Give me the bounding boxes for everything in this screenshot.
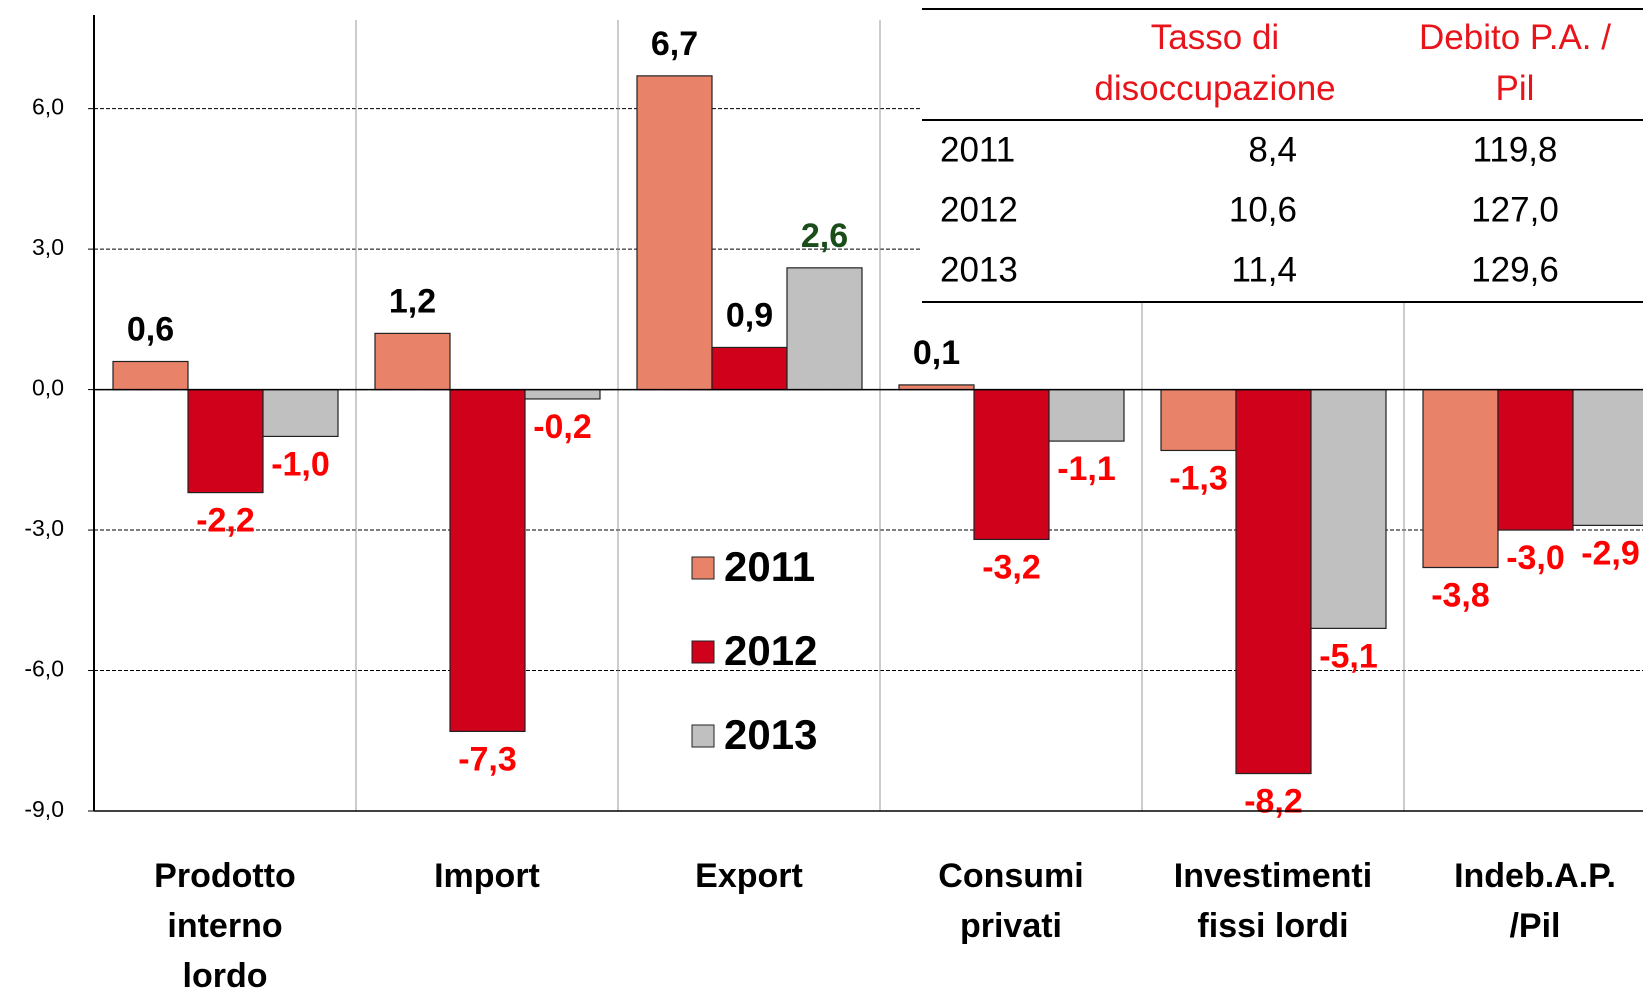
bar — [1048, 388, 1125, 442]
bar — [374, 332, 451, 391]
table-header: Tasso di disoccupazione — [1094, 18, 1335, 108]
x-tick-label: Indeb.A.P./Pil — [1454, 857, 1616, 945]
bar — [187, 388, 264, 494]
x-tick-label: Consumi privati — [938, 857, 1083, 945]
y-tick-label: -3,0 — [24, 515, 64, 541]
y-tick-label: -6,0 — [24, 656, 64, 682]
bar — [973, 388, 1050, 541]
bar — [524, 388, 601, 400]
value-label: -5,1 — [1319, 637, 1378, 675]
table-cell: 10,6 — [1229, 190, 1297, 229]
bar — [1572, 388, 1643, 526]
x-tick-label: Investimenti fissi lordi — [1174, 857, 1372, 945]
value-label: 6,7 — [651, 25, 698, 63]
bar — [1422, 388, 1499, 569]
x-tick-label: Import — [434, 857, 540, 895]
value-label: -3,8 — [1431, 577, 1490, 615]
table-cell: 2013 — [940, 250, 1018, 289]
bar — [1160, 388, 1237, 452]
bar — [1497, 388, 1574, 531]
x-tick-label: Prodotto interno lordo — [154, 857, 296, 992]
legend-label: 2013 — [724, 711, 817, 758]
bar — [1310, 388, 1387, 629]
table-cell: 11,4 — [1231, 250, 1297, 289]
y-tick-label: 3,0 — [32, 234, 64, 260]
table-cell: 119,8 — [1473, 130, 1558, 169]
legend-swatch — [691, 640, 715, 664]
bar — [711, 346, 788, 391]
value-label: -1,1 — [1057, 450, 1116, 488]
value-label: 0,6 — [127, 310, 174, 348]
value-label: -1,3 — [1169, 459, 1228, 497]
legend-swatch — [691, 724, 715, 748]
x-tick-label: Export — [695, 857, 803, 895]
value-label: -7,3 — [458, 740, 517, 778]
value-label: 0,9 — [726, 296, 773, 334]
value-label: -2,2 — [196, 502, 255, 540]
value-label: 1,2 — [389, 282, 436, 320]
bar — [262, 388, 339, 438]
y-tick-label: 0,0 — [32, 375, 64, 401]
bar — [786, 267, 863, 391]
table-cell: 2011 — [940, 130, 1015, 169]
value-label: 0,1 — [913, 334, 960, 372]
table-cell: 129,6 — [1471, 250, 1559, 289]
value-label: -3,2 — [982, 548, 1041, 586]
legend-swatch — [691, 556, 715, 580]
y-tick-label: 6,0 — [32, 94, 64, 120]
table-background — [922, 8, 1643, 302]
table-header: Debito P.A. / Pil — [1419, 18, 1611, 108]
legend-label: 2012 — [724, 627, 817, 674]
table-cell: 2012 — [940, 190, 1018, 229]
bar — [112, 360, 189, 391]
legend-label: 2011 — [724, 543, 815, 590]
value-label: -8,2 — [1244, 783, 1303, 821]
value-label: -3,0 — [1506, 539, 1565, 577]
table-cell: 127,0 — [1471, 190, 1559, 229]
value-label: -0,2 — [533, 408, 592, 446]
y-tick-label: -9,0 — [24, 796, 64, 822]
value-label: -2,9 — [1581, 534, 1640, 572]
table-cell: 8,4 — [1248, 130, 1297, 169]
bar — [636, 75, 713, 391]
value-label: -1,0 — [271, 445, 330, 483]
bar — [449, 388, 526, 732]
bar — [1235, 388, 1312, 775]
value-label: 2,6 — [801, 217, 848, 255]
